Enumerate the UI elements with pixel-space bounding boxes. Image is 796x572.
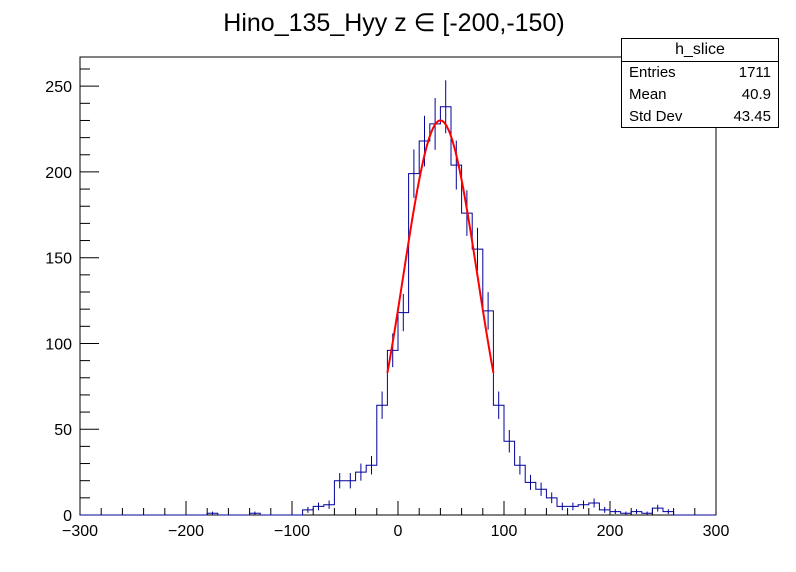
- x-tick-label: −300: [62, 523, 98, 540]
- chart-title: Hino_135_Hyy z ∈ [-200,-150): [223, 9, 564, 37]
- stats-row-entries: Entries 1711: [622, 62, 778, 84]
- stats-label: Mean: [629, 86, 667, 103]
- fit-curve: [386, 119, 495, 373]
- axis-ticks: [79, 68, 717, 516]
- x-tick-label: 0: [394, 523, 403, 540]
- stats-value: 1711: [738, 64, 771, 81]
- axis-tick-labels: −300 −200 −100 0 100 200 300 0 50 100 150 200 250: [45, 79, 729, 540]
- stats-value: 40.9: [741, 86, 771, 103]
- y-tick-label: 100: [45, 336, 72, 353]
- stats-title: h_slice: [622, 39, 778, 62]
- y-tick-label: 0: [63, 508, 72, 525]
- stats-label: Std Dev: [629, 108, 683, 125]
- x-tick-label: 300: [703, 523, 730, 540]
- y-tick-label: 50: [54, 422, 72, 439]
- gaussian-fit: [386, 119, 495, 373]
- histogram-outline: [80, 106, 716, 516]
- stats-label: Entries: [629, 64, 676, 81]
- x-tick-label: 100: [491, 523, 518, 540]
- y-tick-label: 150: [45, 251, 72, 268]
- stats-value: 43.45: [733, 108, 771, 125]
- stats-box: h_slice Entries 1711 Mean 40.9 Std Dev 4…: [621, 38, 779, 128]
- histogram-bins: [80, 80, 716, 516]
- stats-row-stddev: Std Dev 43.45: [622, 106, 778, 128]
- x-tick-label: −100: [274, 523, 310, 540]
- x-tick-label: 200: [597, 523, 624, 540]
- y-tick-label: 250: [45, 79, 72, 96]
- y-tick-label: 200: [45, 165, 72, 182]
- x-tick-label: −200: [168, 523, 204, 540]
- stats-row-mean: Mean 40.9: [622, 84, 778, 106]
